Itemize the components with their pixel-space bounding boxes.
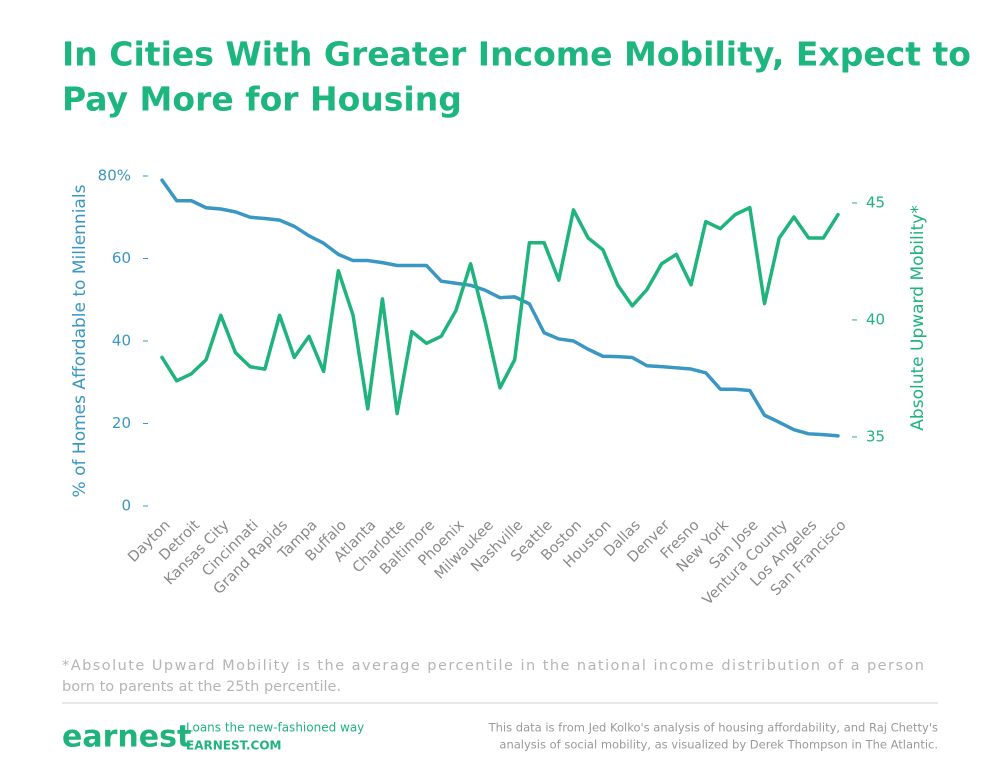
y-tick-label: 20 <box>112 414 131 432</box>
y-tick-label: 0 <box>121 497 131 515</box>
y-axis-title: % of Homes Affordable to Millennials <box>70 184 90 497</box>
y2-tick-label: 35 <box>866 427 885 445</box>
source: This data is from Jed Kolko's analysis o… <box>488 721 938 735</box>
y2-tick-label: 40 <box>866 310 885 328</box>
y-tick-label: 40 <box>112 332 131 350</box>
y-tick-label: 80% <box>98 167 131 185</box>
chart-title: In Cities With Greater Income Mobility, … <box>62 35 971 74</box>
series-line <box>160 205 840 416</box>
y2-tick-label: 45 <box>866 193 885 211</box>
y2-axis-title: Absolute Upward Mobility* <box>908 205 928 430</box>
series-line <box>160 178 840 438</box>
url: EARNEST.COM <box>186 739 281 753</box>
footnote: *Absolute Upward Mobility is the average… <box>62 658 924 674</box>
chart-title: Pay More for Housing <box>62 80 462 119</box>
tagline: Loans the new-fashioned way <box>186 721 364 735</box>
y-tick-label: 60 <box>112 249 131 267</box>
footnote: born to parents at the 25th percentile. <box>62 679 341 695</box>
brand-logo: earnest <box>62 720 191 755</box>
source: analysis of social mobility, as visualiz… <box>499 738 938 752</box>
